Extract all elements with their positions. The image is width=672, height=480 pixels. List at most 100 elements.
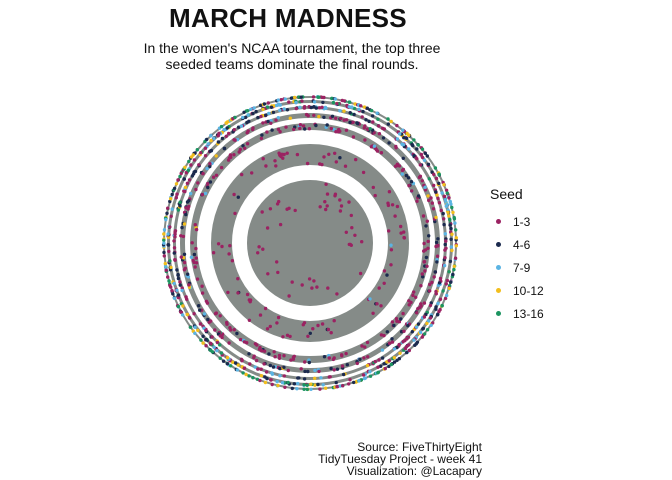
data-point [245,142,250,146]
caption-project: TidyTuesday Project - week 41 [318,452,482,466]
data-point [394,146,398,150]
data-point [399,224,403,229]
legend-dot [496,219,501,224]
data-point [389,243,393,247]
data-point [173,258,177,262]
data-point [410,189,414,193]
data-point [428,303,433,308]
data-point [430,201,434,205]
ring-band-2 [211,144,409,342]
data-point [266,101,270,105]
data-point [377,124,381,128]
data-point [202,326,206,330]
data-point [436,237,440,241]
data-point [269,121,273,125]
data-point [330,114,335,119]
data-point [316,323,320,328]
data-point [360,115,364,119]
data-point [357,107,361,112]
data-point [329,331,333,335]
data-point [243,115,248,120]
data-point [348,120,352,125]
data-point [348,111,352,115]
data-point [435,313,440,317]
data-point [258,103,263,108]
data-point [434,240,439,245]
data-point [389,248,394,252]
data-point [331,100,336,105]
data-point [215,340,220,345]
data-point [264,370,269,374]
data-point [270,371,274,375]
data-point [324,207,328,212]
data-point [302,387,306,391]
data-point [306,369,310,374]
data-point [352,106,357,111]
data-point [243,146,247,150]
data-point [442,222,446,227]
data-point [185,297,189,301]
data-point [287,206,291,210]
data-point [212,345,216,349]
data-point [426,239,430,244]
data-point [228,153,233,157]
data-point [338,129,342,133]
data-point [449,280,453,284]
data-point [442,217,446,221]
data-point [166,243,171,247]
data-point [176,276,181,281]
data-point [379,364,383,368]
data-point [247,298,251,302]
data-point [245,109,250,113]
data-point [432,172,436,177]
data-point [232,153,236,157]
data-point [176,295,181,300]
data-point [232,192,236,197]
data-point [285,151,289,155]
data-point [380,348,385,352]
data-point [187,159,191,164]
data-point [305,383,309,387]
data-point [259,374,264,378]
data-point [205,166,209,171]
data-point [443,296,448,301]
data-point [208,180,213,184]
data-point [247,374,251,378]
data-point [379,151,384,155]
data-point [174,196,178,200]
data-point [329,126,333,131]
data-point [406,324,410,328]
data-point [395,204,400,209]
data-point [392,356,396,360]
data-point [416,322,421,326]
data-point [415,311,419,315]
data-point [382,127,386,131]
data-point [335,292,339,296]
data-point [178,200,182,204]
data-point [232,138,236,142]
data-point [310,286,314,290]
data-point [245,292,250,297]
data-point [212,136,216,141]
data-point [261,157,265,161]
data-point [187,178,192,182]
data-point [365,340,370,345]
data-point [258,378,262,383]
data-point [247,318,252,322]
data-point [189,163,193,167]
data-point [302,106,307,110]
data-point [311,95,316,99]
data-point [423,332,427,336]
data-point [375,111,379,115]
data-point [387,190,392,194]
data-point [256,251,260,255]
data-point [448,223,452,227]
data-point [441,289,445,293]
data-point [204,328,208,333]
data-point [394,317,399,321]
data-point [178,283,182,287]
data-point [230,259,235,263]
data-point [176,272,180,277]
data-point [276,127,281,131]
data-point [402,136,406,140]
